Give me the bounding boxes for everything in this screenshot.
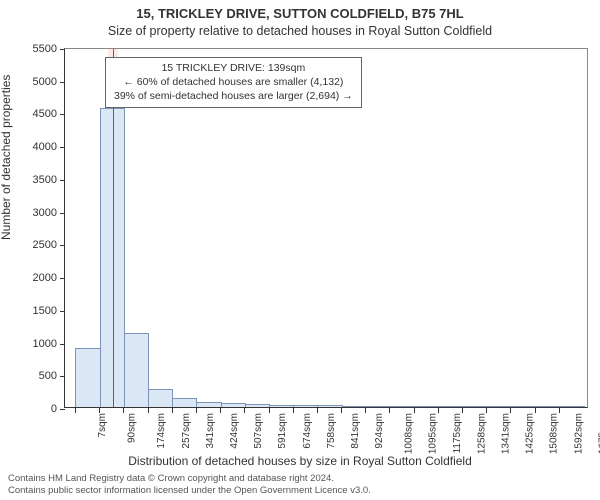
- x-tick-mark: [269, 407, 270, 413]
- x-tick-label: 1095sqm: [428, 413, 439, 454]
- x-tick-mark: [148, 407, 149, 413]
- y-tick-mark: [60, 180, 65, 181]
- x-tick-label: 424sqm: [229, 413, 240, 449]
- x-tick-label: 1175sqm: [452, 413, 463, 453]
- y-tick-mark: [60, 245, 65, 246]
- x-tick-mark: [438, 407, 439, 413]
- x-axis-label: Distribution of detached houses by size …: [0, 454, 600, 468]
- histogram-bar: [390, 406, 415, 407]
- footer-line1: Contains HM Land Registry data © Crown c…: [8, 473, 334, 484]
- histogram-bar: [366, 406, 391, 407]
- histogram-bar: [293, 405, 318, 407]
- x-tick-label: 1508sqm: [549, 413, 560, 454]
- x-tick-label: 341sqm: [205, 413, 216, 449]
- chart-title-address: 15, TRICKLEY DRIVE, SUTTON COLDFIELD, B7…: [0, 6, 600, 21]
- annotation-line1: 15 TRICKLEY DRIVE: 139sqm: [114, 61, 353, 75]
- x-tick-mark: [172, 407, 173, 413]
- x-tick-label: 174sqm: [156, 413, 167, 449]
- x-tick-mark: [196, 407, 197, 413]
- histogram-bar: [463, 406, 488, 407]
- histogram-bar: [196, 402, 221, 407]
- x-tick-label: 257sqm: [181, 413, 192, 449]
- y-tick-mark: [60, 278, 65, 279]
- x-tick-label: 1341sqm: [501, 413, 512, 454]
- y-tick-mark: [60, 49, 65, 50]
- histogram-bar: [221, 403, 246, 407]
- x-tick-mark: [462, 407, 463, 413]
- chart-container: 15, TRICKLEY DRIVE, SUTTON COLDFIELD, B7…: [0, 0, 600, 500]
- chart-subtitle: Size of property relative to detached ho…: [0, 24, 600, 38]
- y-tick-label: 5000: [33, 76, 57, 88]
- x-tick-mark: [341, 407, 342, 413]
- x-tick-mark: [244, 407, 245, 413]
- y-tick-label: 2500: [33, 239, 57, 251]
- x-tick-label: 1425sqm: [525, 413, 536, 454]
- y-tick-mark: [60, 344, 65, 345]
- x-tick-mark: [99, 407, 100, 413]
- y-tick-label: 5500: [33, 43, 57, 55]
- annotation-line2: ← 60% of detached houses are smaller (4,…: [114, 75, 353, 89]
- x-tick-mark: [486, 407, 487, 413]
- histogram-bar: [124, 333, 149, 407]
- histogram-bar: [414, 406, 439, 407]
- plot-area: 0500100015002000250030003500400045005000…: [64, 48, 588, 408]
- histogram-bar: [75, 348, 100, 407]
- x-tick-mark: [510, 407, 511, 413]
- histogram-bar: [487, 406, 512, 407]
- x-tick-label: 90sqm: [127, 413, 138, 443]
- y-tick-label: 2000: [33, 272, 57, 284]
- y-tick-label: 3000: [33, 207, 57, 219]
- y-axis-label: Number of detached properties: [0, 75, 13, 240]
- annotation-box: 15 TRICKLEY DRIVE: 139sqm ← 60% of detac…: [105, 57, 362, 108]
- x-tick-mark: [559, 407, 560, 413]
- x-tick-label: 1592sqm: [573, 413, 584, 454]
- y-tick-label: 1500: [33, 305, 57, 317]
- y-tick-label: 1000: [33, 338, 57, 350]
- histogram-bar: [317, 405, 342, 407]
- histogram-bar: [269, 405, 294, 407]
- x-tick-label: 1258sqm: [476, 413, 487, 454]
- y-tick-label: 3500: [33, 174, 57, 186]
- footer-line2: Contains public sector information licen…: [8, 485, 371, 496]
- y-tick-label: 4000: [33, 141, 57, 153]
- x-tick-label: 7sqm: [97, 413, 108, 437]
- histogram-bar: [535, 406, 560, 407]
- y-tick-mark: [60, 147, 65, 148]
- y-tick-label: 500: [39, 370, 57, 382]
- y-tick-mark: [60, 376, 65, 377]
- x-tick-mark: [293, 407, 294, 413]
- x-tick-mark: [414, 407, 415, 413]
- x-tick-mark: [123, 407, 124, 413]
- y-tick-mark: [60, 409, 65, 410]
- y-tick-mark: [60, 213, 65, 214]
- y-tick-mark: [60, 311, 65, 312]
- x-tick-label: 841sqm: [350, 413, 361, 449]
- histogram-bar: [342, 406, 367, 407]
- histogram-bar: [559, 406, 584, 407]
- histogram-bar: [438, 406, 463, 407]
- x-tick-label: 924sqm: [374, 413, 385, 449]
- x-tick-mark: [389, 407, 390, 413]
- annotation-line3: 39% of semi-detached houses are larger (…: [114, 89, 353, 103]
- histogram-bar: [148, 389, 173, 407]
- histogram-bar: [511, 406, 536, 407]
- x-tick-mark: [220, 407, 221, 413]
- y-tick-label: 4500: [33, 108, 57, 120]
- histogram-bar: [172, 398, 197, 408]
- histogram-bar: [245, 404, 270, 407]
- x-tick-mark: [365, 407, 366, 413]
- x-tick-label: 591sqm: [277, 413, 288, 449]
- x-tick-mark: [75, 407, 76, 413]
- x-tick-label: 758sqm: [326, 413, 337, 449]
- x-tick-label: 674sqm: [302, 413, 313, 449]
- x-tick-mark: [535, 407, 536, 413]
- y-tick-label: 0: [51, 403, 57, 415]
- x-tick-label: 1008sqm: [404, 413, 415, 454]
- y-tick-mark: [60, 114, 65, 115]
- y-tick-mark: [60, 82, 65, 83]
- x-tick-label: 507sqm: [253, 413, 264, 449]
- x-tick-mark: [317, 407, 318, 413]
